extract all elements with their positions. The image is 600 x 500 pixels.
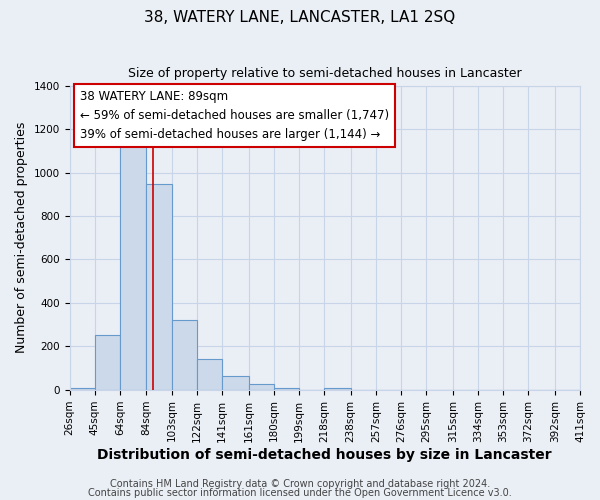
X-axis label: Distribution of semi-detached houses by size in Lancaster: Distribution of semi-detached houses by … bbox=[97, 448, 552, 462]
Bar bbox=[120, 140, 146, 390]
Bar bbox=[222, 376, 248, 390]
Title: Size of property relative to semi-detached houses in Lancaster: Size of property relative to semi-detach… bbox=[128, 68, 521, 80]
Bar bbox=[146, 184, 172, 390]
Bar bbox=[248, 384, 274, 390]
Text: 38, WATERY LANE, LANCASTER, LA1 2SQ: 38, WATERY LANE, LANCASTER, LA1 2SQ bbox=[145, 10, 455, 25]
Bar bbox=[172, 320, 197, 390]
Text: Contains public sector information licensed under the Open Government Licence v3: Contains public sector information licen… bbox=[88, 488, 512, 498]
Y-axis label: Number of semi-detached properties: Number of semi-detached properties bbox=[15, 122, 28, 354]
Bar bbox=[324, 388, 350, 390]
Text: Contains HM Land Registry data © Crown copyright and database right 2024.: Contains HM Land Registry data © Crown c… bbox=[110, 479, 490, 489]
Text: 38 WATERY LANE: 89sqm
← 59% of semi-detached houses are smaller (1,747)
39% of s: 38 WATERY LANE: 89sqm ← 59% of semi-deta… bbox=[80, 90, 389, 142]
Bar bbox=[70, 388, 95, 390]
Bar bbox=[197, 360, 222, 390]
Bar bbox=[274, 388, 299, 390]
Bar bbox=[95, 336, 120, 390]
